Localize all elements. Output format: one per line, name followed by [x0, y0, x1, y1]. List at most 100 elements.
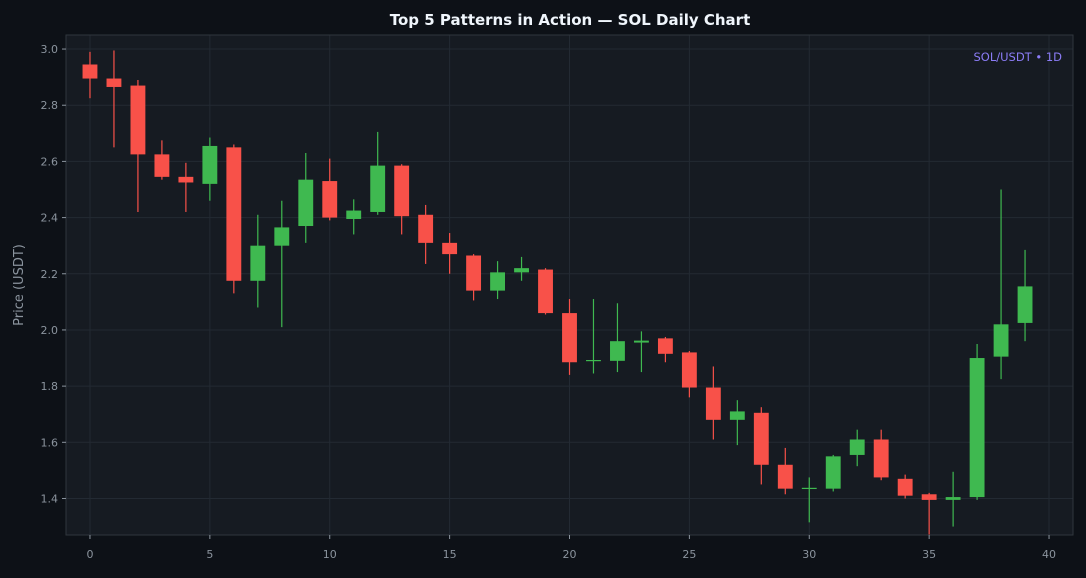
candle-body	[1017, 286, 1033, 323]
candle-body	[801, 487, 817, 490]
candle-bullish	[298, 152, 314, 243]
candle-bullish	[1017, 249, 1033, 342]
candle-body	[178, 176, 194, 183]
x-tick-label: 40	[1042, 548, 1056, 561]
candle-body	[993, 324, 1009, 357]
candle-bearish	[753, 407, 769, 485]
candles	[82, 50, 1033, 535]
y-tick-label: 2.8	[41, 99, 59, 112]
x-tick-label: 0	[86, 548, 93, 561]
candle-body	[394, 165, 410, 217]
candle-body	[969, 358, 985, 498]
candle-bullish	[993, 189, 1009, 380]
candle-bearish	[681, 351, 697, 398]
candle-bullish	[729, 400, 745, 446]
candle-body	[729, 411, 745, 420]
candle-bearish	[897, 474, 913, 499]
candle-body	[322, 181, 338, 218]
y-tick-label: 1.6	[41, 436, 59, 449]
candle-bullish	[490, 261, 506, 300]
candle-bearish	[921, 492, 937, 535]
axes: 1.4 1.6 1.8 2.0 2.2 2.4 2.6 2.8 3.0 0 5 10 15 20 25 30 3…	[41, 34, 1074, 561]
y-tick-label: 3.0	[41, 43, 59, 56]
candle-body	[130, 85, 146, 155]
candle-body	[106, 78, 122, 87]
candle-bullish	[610, 303, 625, 373]
candle-bearish	[777, 447, 793, 495]
candle-body	[490, 272, 506, 291]
candle-body	[226, 147, 242, 281]
candle-body	[777, 464, 793, 489]
candle-bullish	[633, 331, 649, 373]
candle-body	[873, 439, 889, 478]
candle-bullish	[825, 454, 841, 492]
x-tick-label: 35	[922, 548, 936, 561]
candle-bullish	[370, 131, 386, 215]
candle-bearish	[226, 144, 242, 294]
candle-bearish	[322, 158, 338, 221]
candle-bullish	[969, 343, 985, 500]
candle-body	[921, 494, 937, 500]
y-tick-label: 2.4	[41, 212, 59, 225]
y-tick-label: 2.2	[41, 268, 59, 281]
candle-bullish	[274, 200, 290, 328]
candle-body	[657, 338, 673, 354]
candle-body	[250, 245, 266, 281]
candle-body	[346, 210, 362, 219]
candle-body	[466, 255, 482, 291]
candle-bearish	[106, 50, 122, 148]
y-tick-label: 2.6	[41, 155, 59, 168]
candle-bullish	[202, 137, 218, 201]
candle-bearish	[82, 51, 98, 99]
candle-body	[705, 387, 721, 420]
candle-body	[633, 340, 649, 343]
x-tick-label: 10	[323, 548, 337, 561]
candle-bearish	[178, 162, 194, 212]
candle-bearish	[538, 268, 553, 315]
candle-bearish	[442, 233, 458, 274]
candle-body	[274, 227, 290, 246]
candle-body	[681, 352, 697, 388]
candle-bearish	[466, 254, 482, 301]
candle-body	[202, 145, 218, 184]
candle-body	[82, 64, 98, 79]
candle-body	[418, 214, 434, 243]
x-tick-label: 20	[563, 548, 577, 561]
y-tick-label: 1.4	[41, 492, 59, 505]
candle-bullish	[945, 471, 961, 527]
candle-body	[154, 154, 170, 177]
candle-bearish	[873, 429, 889, 481]
candle-bullish	[250, 214, 266, 308]
candle-bullish	[849, 429, 865, 467]
y-tick-label: 1.8	[41, 380, 59, 393]
candle-bearish	[705, 366, 721, 440]
candle-body	[514, 268, 529, 273]
candle-bearish	[154, 140, 170, 180]
candle-bearish	[418, 204, 434, 264]
x-tick-label: 30	[802, 548, 816, 561]
candle-bullish	[346, 199, 362, 235]
candle-body	[538, 269, 553, 314]
candle-body	[849, 439, 865, 455]
candle-bearish	[657, 336, 673, 363]
candle-body	[442, 242, 458, 255]
candle-bullish	[586, 299, 601, 374]
candle-body	[562, 313, 577, 363]
candle-body	[825, 456, 841, 489]
candle-bearish	[562, 299, 577, 375]
y-axis-label: Price (USDT)	[12, 244, 27, 326]
candle-body	[897, 478, 913, 496]
x-tick-label: 15	[443, 548, 457, 561]
candle-body	[298, 179, 314, 227]
pair-annotation: SOL/USDT • 1D	[974, 50, 1063, 64]
candle-body	[586, 360, 601, 362]
x-tick-label: 25	[682, 548, 696, 561]
chart-title: Top 5 Patterns in Action — SOL Daily Cha…	[390, 11, 750, 29]
candle-body	[753, 412, 769, 465]
candle-bullish	[514, 256, 529, 281]
candle-body	[945, 497, 961, 500]
candle-body	[370, 165, 386, 212]
candle-bullish	[801, 477, 817, 523]
